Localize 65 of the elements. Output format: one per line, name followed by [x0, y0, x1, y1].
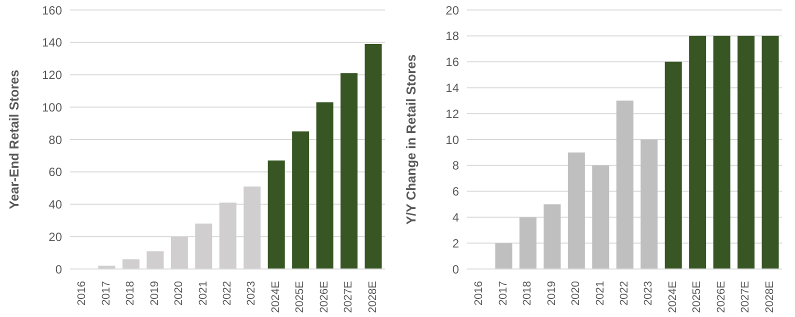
y-tick-label: 20 [446, 3, 460, 18]
x-tick-label: 2025E [294, 281, 306, 313]
y-tick-label: 160 [42, 3, 62, 18]
x-tick-label: 2020 [173, 281, 186, 306]
y-axis-title: Y/Y Change in Retail Stores [404, 54, 419, 225]
x-tick-label: 2017 [100, 281, 112, 306]
bar [689, 36, 706, 269]
y-tick-label: 120 [42, 68, 62, 82]
x-tick-label: 2018 [124, 281, 137, 306]
bar [616, 100, 634, 269]
x-tick-label: 2017 [497, 281, 510, 306]
x-tick-label: 2027E [740, 281, 752, 313]
y-tick-label: 100 [42, 100, 62, 114]
y-tick-label: 4 [452, 210, 460, 224]
y-tick-label: 80 [48, 132, 62, 147]
x-tick-label: 2028E [366, 281, 379, 313]
y-tick-label: 40 [48, 198, 62, 212]
x-tick-label: 2016 [76, 281, 88, 306]
x-tick-label: 2019 [546, 281, 558, 306]
y-tick-label: 16 [446, 55, 460, 70]
y-axis-title: Year-End Retail Stores [6, 70, 22, 210]
bar [268, 160, 285, 269]
x-tick-label: 2026E [318, 281, 330, 313]
y-tick-label: 0 [452, 262, 460, 276]
x-tick-label: 2024E [666, 281, 679, 313]
x-tick-label: 2024E [270, 281, 282, 313]
x-tick-label: 2025E [691, 281, 704, 313]
x-tick-label: 2021 [594, 281, 606, 306]
bar [340, 73, 358, 269]
x-tick-label: 2020 [570, 281, 582, 306]
x-tick-label: 2022 [618, 281, 630, 306]
bar [292, 131, 310, 269]
y-tick-label: 18 [446, 29, 460, 44]
bar [592, 165, 610, 269]
bar [495, 243, 512, 269]
y-tick-label: 10 [446, 132, 460, 147]
bar [713, 36, 730, 269]
y-tick-label: 60 [48, 165, 62, 180]
bar [762, 36, 779, 269]
bar [738, 36, 755, 269]
bar [664, 62, 682, 269]
y-tick-label: 20 [48, 230, 62, 244]
y-tick-label: 14 [446, 80, 460, 95]
bar [640, 140, 658, 269]
x-tick-label: 2026E [715, 281, 728, 313]
x-tick-label: 2016 [473, 281, 486, 306]
y-tick-label: 8 [452, 158, 460, 173]
bar [316, 102, 334, 269]
x-tick-label: 2027E [342, 281, 355, 313]
y-tick-label: 6 [452, 184, 460, 199]
x-tick-label: 2021 [197, 281, 210, 306]
y-tick-label: 0 [55, 262, 62, 276]
bar [519, 217, 536, 269]
x-tick-label: 2019 [148, 281, 161, 306]
x-tick-label: 2018 [522, 281, 534, 306]
y-tick-label: 12 [446, 106, 460, 121]
y-tick-label: 2 [452, 236, 460, 250]
x-tick-label: 2022 [222, 281, 234, 306]
bar [544, 204, 561, 269]
x-tick-label: 2023 [246, 281, 258, 306]
y-tick-label: 140 [42, 36, 62, 50]
x-tick-label: 2028E [764, 281, 776, 313]
bar [364, 44, 382, 269]
x-tick-label: 2023 [642, 281, 655, 306]
bar [568, 152, 585, 269]
